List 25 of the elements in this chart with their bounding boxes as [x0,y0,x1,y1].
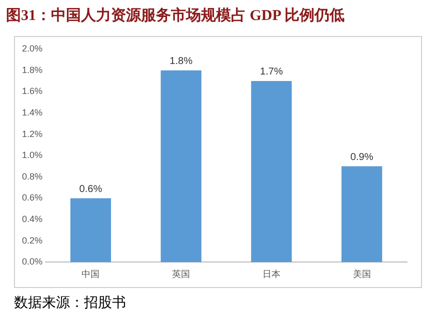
bar [160,70,202,262]
y-tick-label: 1.0% [22,150,43,160]
y-tick-label: 1.2% [22,128,43,139]
x-tick-label: 日本 [262,268,280,280]
bar [341,166,382,262]
y-tick-label: 0.4% [22,214,43,224]
x-tick-label: 中国 [82,268,100,280]
y-tick-label: 0.6% [22,192,43,203]
data-label: 0.6% [79,184,102,195]
y-tick-label: 1.8% [22,64,43,75]
chart-title: 图31：中国人力资源服务市场规模占 GDP 比例仍低 [6,6,344,25]
bar [70,198,112,262]
y-tick-label: 2.0% [22,43,43,54]
data-label: 1.8% [170,56,193,68]
y-tick-label: 0.0% [22,256,43,267]
y-tick-label: 0.2% [22,235,43,246]
data-label: 0.9% [350,152,374,164]
y-tick-label: 0.8% [22,171,43,182]
x-tick-label: 英国 [172,268,190,280]
source-note: 数据来源：招股书 [14,294,126,312]
y-tick-label: 1.4% [22,107,43,118]
data-label: 1.7% [260,66,283,78]
x-tick-label: 美国 [352,268,371,280]
bar [251,80,292,262]
y-tick-label: 1.6% [22,86,43,96]
